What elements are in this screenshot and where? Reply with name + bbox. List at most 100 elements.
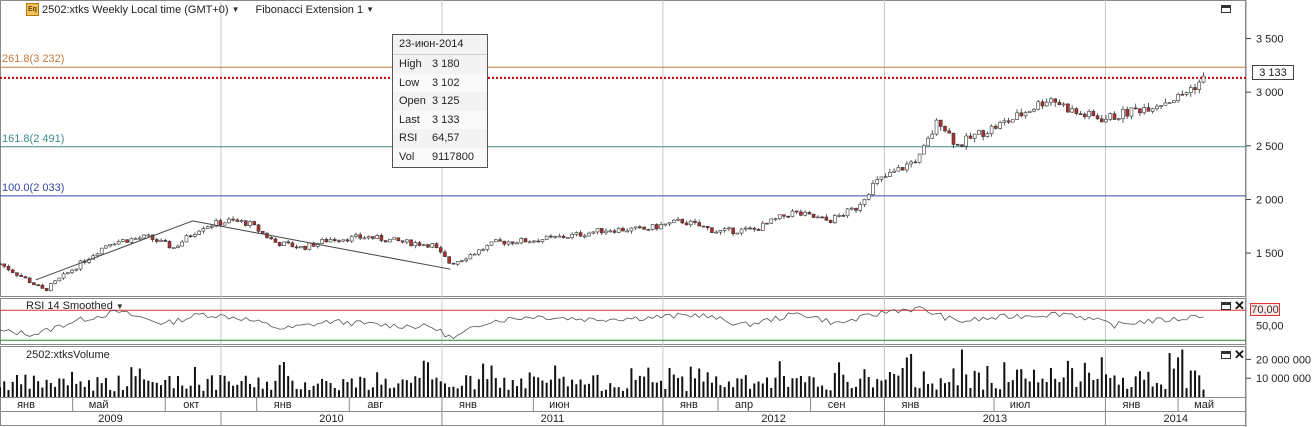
candle — [1091, 109, 1096, 117]
month-tick-label: май — [89, 399, 109, 411]
volume-bar — [338, 390, 341, 397]
volume-bar — [75, 383, 78, 397]
maximize-icon[interactable] — [1221, 351, 1231, 359]
month-tick-label: сен — [828, 399, 846, 411]
candle — [638, 224, 642, 230]
maximize-icon[interactable] — [1221, 5, 1231, 13]
volume-bar — [1071, 368, 1074, 397]
candle — [837, 213, 841, 218]
candle — [994, 124, 998, 130]
candle — [1193, 83, 1197, 95]
volume-bar — [121, 390, 124, 397]
candle — [362, 235, 367, 240]
rsi-header[interactable]: RSI 14 Smoothed ▼ — [26, 300, 124, 312]
volume-bar — [1130, 387, 1133, 397]
candle — [201, 226, 206, 234]
chart-header[interactable]: Eq 2502:xtks Weekly Local time (GMT+0) ▼… — [26, 3, 374, 16]
volume-bar — [329, 382, 332, 397]
candle — [1129, 107, 1134, 120]
close-icon[interactable]: ✕ — [1234, 347, 1245, 362]
volume-bar — [380, 384, 383, 397]
candle — [938, 119, 943, 131]
candle — [311, 242, 316, 247]
candle — [1006, 117, 1011, 125]
candle — [960, 144, 964, 148]
symbol-label[interactable]: 2502:xtks Weekly Local time (GMT+0) — [42, 3, 229, 16]
volume-bar — [816, 386, 819, 397]
close-icon[interactable]: ✕ — [1234, 298, 1245, 313]
volume-bar — [672, 374, 675, 397]
candle — [1155, 104, 1159, 112]
candle — [578, 230, 583, 237]
volume-bar — [948, 382, 951, 397]
tooltip-row: Vol 9117800 — [393, 147, 487, 167]
maximize-icon[interactable] — [1221, 302, 1231, 310]
candle — [506, 240, 511, 246]
volume-bar — [905, 357, 908, 397]
candle — [744, 225, 748, 232]
volume-bar — [1105, 374, 1108, 397]
volume-bar — [172, 388, 175, 397]
volume-bar — [49, 382, 52, 397]
volume-bar — [787, 386, 790, 397]
candle — [697, 219, 702, 227]
candle — [15, 272, 19, 278]
volume-bar — [143, 379, 146, 397]
candle — [426, 243, 430, 248]
candle — [553, 235, 557, 239]
volume-bar — [151, 381, 154, 397]
candle — [701, 225, 706, 228]
volume-bar — [511, 380, 514, 397]
volume-bar — [791, 378, 794, 397]
volume-bar — [1075, 386, 1078, 397]
volume-bar — [181, 385, 184, 397]
chevron-down-icon[interactable]: ▼ — [115, 301, 124, 311]
candle — [485, 244, 490, 252]
candle — [604, 228, 608, 235]
tooltip-value: 64,57 — [432, 132, 460, 145]
candle — [1061, 102, 1066, 108]
chevron-down-icon[interactable]: ▼ — [231, 5, 240, 14]
rsi-label[interactable]: RSI 14 Smoothed — [26, 300, 113, 312]
candle — [184, 234, 189, 243]
candle — [735, 232, 740, 235]
volume-bar — [1032, 369, 1035, 397]
study-label[interactable]: Fibonacci Extension 1 — [255, 3, 364, 16]
volume-bar — [804, 382, 807, 397]
volume-bar — [664, 389, 667, 397]
candle — [1015, 109, 1019, 120]
candle — [210, 224, 214, 230]
volume-bar — [660, 380, 663, 397]
volume-bar — [1109, 378, 1112, 397]
volume-bar — [651, 382, 654, 397]
volume-bar — [189, 385, 192, 397]
tooltip-value: 3 102 — [432, 76, 460, 89]
candle — [587, 231, 591, 237]
candle — [926, 135, 930, 147]
volume-bar — [96, 377, 99, 397]
volume-bar — [109, 389, 112, 397]
volume-bar — [185, 388, 188, 397]
candle — [421, 243, 426, 247]
volume-bar — [232, 385, 235, 397]
candle — [1099, 114, 1104, 123]
candle — [6, 264, 11, 272]
candle — [19, 273, 23, 277]
candle — [595, 228, 600, 235]
candle — [1133, 103, 1138, 110]
tooltip-key: Last — [399, 113, 420, 126]
volume-bar — [66, 385, 69, 397]
candle — [760, 220, 765, 231]
year-tick-label: 2010 — [319, 413, 343, 425]
month-tick-label: янв — [274, 399, 292, 411]
volume-bar — [833, 372, 836, 397]
volume-bar — [435, 377, 438, 397]
volume-bar — [325, 380, 328, 397]
year-tick-label: 2013 — [983, 413, 1007, 425]
candle — [193, 232, 197, 238]
chevron-down-icon[interactable]: ▼ — [366, 5, 375, 14]
volume-bar — [838, 362, 841, 397]
volume-bar — [863, 369, 866, 397]
candle — [1011, 119, 1015, 123]
